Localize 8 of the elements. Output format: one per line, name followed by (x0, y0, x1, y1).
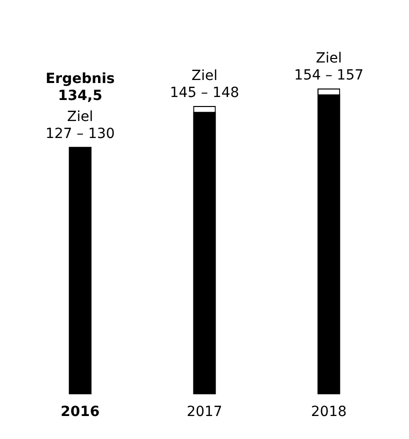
x-tick-label: 2017 (186, 404, 222, 420)
data-label: Ziel 145 – 148 (170, 68, 240, 101)
bar (68, 146, 92, 394)
x-tick-label: 2016 (60, 404, 100, 420)
x-tick-label: 2018 (311, 404, 347, 420)
annotation: Ergebnis 134,5 (46, 70, 115, 104)
data-label: Ziel 154 – 157 (294, 50, 364, 84)
data-label: Ziel 127 – 130 (45, 108, 115, 142)
